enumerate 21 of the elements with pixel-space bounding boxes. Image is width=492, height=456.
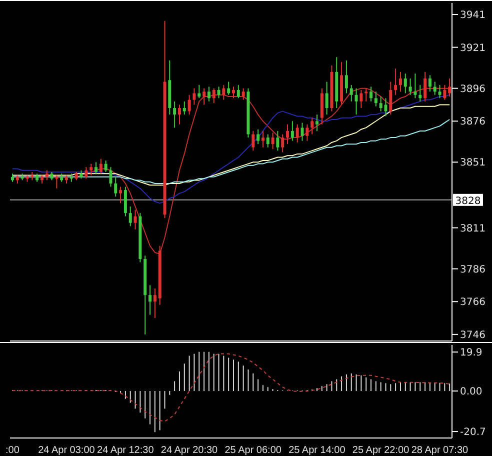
x-tick-label: 25 Apr 06:00 <box>224 445 282 456</box>
x-tick-label: 28 Apr 07:30 <box>411 445 469 456</box>
y-tick-label: 3811 <box>460 223 486 234</box>
y-tick-label: 3876 <box>460 116 486 128</box>
x-tick-label: :00 <box>6 445 20 456</box>
y-tick-label: 3766 <box>460 297 486 308</box>
y-tick-label: 3896 <box>460 84 486 95</box>
y-tick-label: -20.7 <box>460 427 486 438</box>
y-tick-label: 3941 <box>460 10 486 22</box>
y-tick-label: 3746 <box>460 330 486 341</box>
x-tick-label: 24 Apr 20:30 <box>160 445 218 456</box>
y-tick-label: 3921 <box>460 42 486 54</box>
y-tick-label: 3786 <box>460 264 486 276</box>
y-tick-label: 0.00 <box>460 386 482 398</box>
x-tick-label: 24 Apr 12:30 <box>97 445 154 456</box>
x-tick-label: 24 Apr 03:00 <box>38 445 96 456</box>
y-tick-label: 19.9 <box>460 348 482 359</box>
x-tick-label: 25 Apr 22:00 <box>352 445 410 456</box>
y-tick-label: 3851 <box>460 158 486 169</box>
ref-line-label: 3828 <box>455 196 481 207</box>
x-tick-label: 25 Apr 14:00 <box>288 445 346 456</box>
